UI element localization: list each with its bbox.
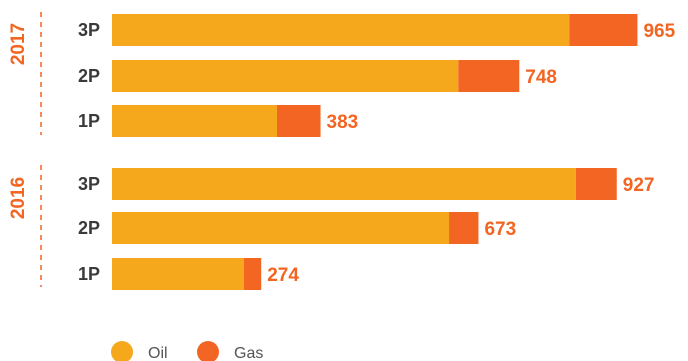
bar-oil-2016-2p <box>112 212 450 244</box>
bar-oil-2016-1p <box>112 258 244 290</box>
total-label-2016-1p: 274 <box>267 265 299 286</box>
bar-oil-2016-3p <box>112 168 576 200</box>
legend: Oil Gas <box>111 341 263 361</box>
legend-gas-swatch <box>197 341 219 361</box>
bar-gas-2017-1p <box>276 105 321 137</box>
bar-oil-2017-1p <box>112 105 277 137</box>
category-label-2017-2p: 2P <box>78 66 100 86</box>
bar-gas-2017-2p <box>458 60 520 92</box>
category-label-2016-1p: 1P <box>78 264 100 284</box>
total-label-2017-1p: 383 <box>327 112 359 133</box>
bar-oil-2017-3p <box>112 14 570 46</box>
total-label-2016-3p: 927 <box>623 175 655 196</box>
bar-gas-2016-1p <box>243 258 262 290</box>
legend-oil-swatch <box>111 341 133 361</box>
category-label-2017-1p: 1P <box>78 111 100 131</box>
year-label-2017: 2017 <box>8 23 29 65</box>
bar-gas-2016-3p <box>575 168 617 200</box>
total-label-2017-2p: 748 <box>525 67 557 88</box>
year-group-2016: 2016 <box>8 165 42 287</box>
category-label-2017-3p: 3P <box>78 20 100 40</box>
total-label-2017-3p: 965 <box>643 21 675 42</box>
bars-layer: 3P 965 2P 748 1P 383 3P 927 2P 673 1P 274 <box>78 14 676 290</box>
year-group-2017: 2017 <box>8 12 42 135</box>
year-label-2016: 2016 <box>8 177 29 219</box>
bar-oil-2017-2p <box>112 60 459 92</box>
category-label-2016-2p: 2P <box>78 218 100 238</box>
legend-oil-label: Oil <box>148 345 168 361</box>
category-label-2016-3p: 3P <box>78 174 100 194</box>
bar-gas-2016-2p <box>449 212 479 244</box>
legend-gas-label: Gas <box>234 345 263 361</box>
bar-gas-2017-3p <box>569 14 638 46</box>
total-label-2016-2p: 673 <box>484 219 516 240</box>
